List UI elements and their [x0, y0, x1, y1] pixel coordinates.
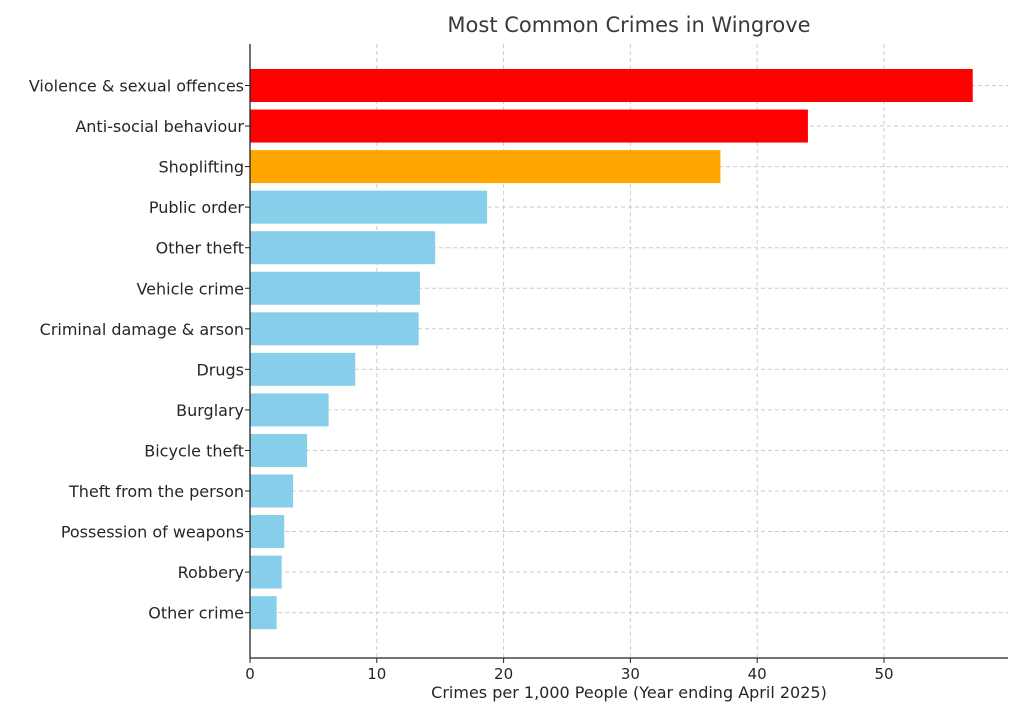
grid-lines — [250, 44, 1008, 658]
bar — [250, 69, 973, 102]
y-tick-label: Other crime — [148, 604, 244, 623]
x-axis-label: Crimes per 1,000 People (Year ending Apr… — [431, 683, 827, 702]
y-tick-label: Possession of weapons — [61, 523, 244, 542]
y-tick-label: Criminal damage & arson — [40, 320, 244, 339]
bar — [250, 312, 419, 346]
bar — [250, 271, 420, 305]
chart-title: Most Common Crimes in Wingrove — [447, 13, 810, 37]
x-tick-label: 10 — [367, 665, 386, 683]
x-tick-label: 20 — [494, 665, 513, 683]
bars — [250, 69, 973, 630]
y-tick-label: Burglary — [176, 401, 244, 420]
x-tick-label: 50 — [874, 665, 893, 683]
bar — [250, 474, 294, 508]
y-tick-label: Public order — [149, 198, 245, 217]
y-tick-label: Violence & sexual offences — [29, 77, 244, 96]
x-tick-label: 40 — [748, 665, 767, 683]
bar — [250, 596, 277, 630]
y-tick-label: Other theft — [156, 239, 244, 258]
bar — [250, 352, 356, 386]
bar — [250, 433, 308, 467]
bar — [250, 393, 329, 427]
axes — [245, 44, 1008, 663]
y-tick-label: Anti-social behaviour — [75, 117, 244, 136]
y-tick-label: Theft from the person — [68, 482, 244, 501]
y-tick-label: Drugs — [196, 360, 244, 379]
y-tick-label: Vehicle crime — [136, 279, 244, 298]
x-tick-label: 0 — [245, 665, 255, 683]
bar — [250, 190, 488, 224]
x-tick-label: 30 — [621, 665, 640, 683]
x-tick-labels: 0 10 20 30 40 50 — [245, 665, 893, 683]
bar — [250, 231, 436, 265]
y-tick-label: Shoplifting — [159, 158, 245, 177]
y-tick-label: Bicycle theft — [144, 441, 244, 460]
bar — [250, 555, 282, 589]
bar — [250, 109, 808, 143]
bar — [250, 515, 285, 549]
y-tick-labels: Violence & sexual offences Anti-social be… — [29, 77, 245, 623]
bar — [250, 150, 721, 184]
y-tick-label: Robbery — [178, 563, 244, 582]
